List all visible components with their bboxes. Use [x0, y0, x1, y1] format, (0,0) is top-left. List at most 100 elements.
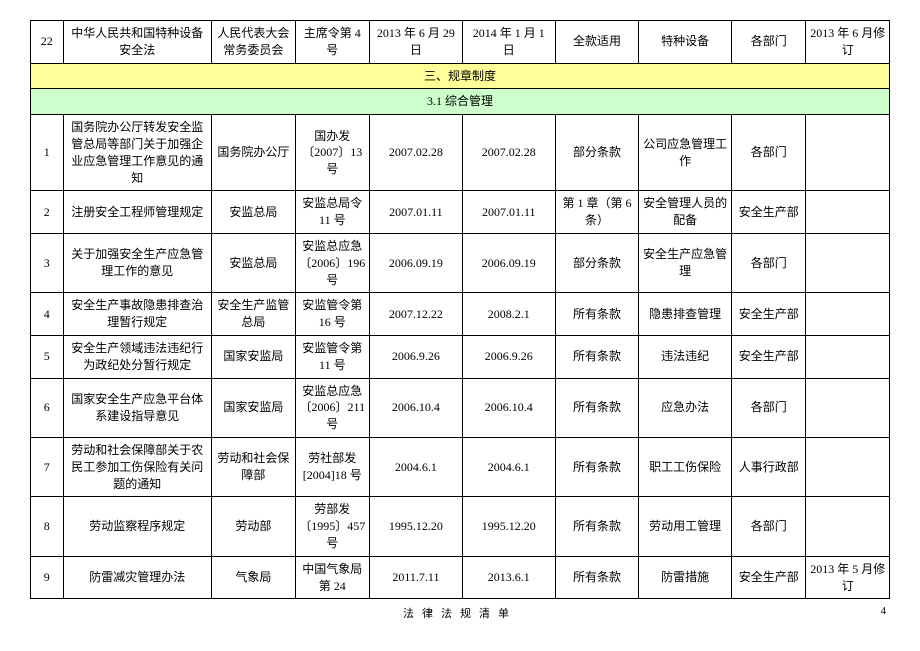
cell-docnum: 安监总局令 11 号: [295, 191, 369, 234]
cell-num: 7: [31, 437, 64, 496]
cell-date1: 1995.12.20: [369, 497, 462, 556]
cell-issuer: 国务院办公厅: [212, 115, 296, 191]
cell-docnum: 国办发〔2007〕13 号: [295, 115, 369, 191]
cell-dept: 安全生产部: [732, 191, 806, 234]
table-row: 2注册安全工程师管理规定安监总局安监总局令 11 号2007.01.112007…: [31, 191, 890, 234]
cell-note: [806, 233, 890, 292]
cell-docnum: 安监管令第 16 号: [295, 293, 369, 336]
cell-dept: 安全生产部: [732, 556, 806, 599]
cell-date1: 2006.10.4: [369, 378, 462, 437]
cell-date2: 2007.02.28: [462, 115, 555, 191]
table-row: 5安全生产领域违法违纪行为政纪处分暂行规定国家安监局安监管令第 11 号2006…: [31, 335, 890, 378]
cell-name: 安全生产领域违法违纪行为政纪处分暂行规定: [63, 335, 212, 378]
cell-num: 3: [31, 233, 64, 292]
cell-scope: 所有条款: [555, 335, 639, 378]
cell-scope: 所有条款: [555, 378, 639, 437]
subsection-header-row: 3.1 综合管理: [31, 89, 890, 115]
cell-dept: 各部门: [732, 233, 806, 292]
cell-category: 劳动用工管理: [639, 497, 732, 556]
page-number: 4: [856, 605, 886, 621]
table-row: 8劳动监察程序规定劳动部劳部发〔1995〕457 号1995.12.201995…: [31, 497, 890, 556]
section-header-row: 三、规章制度: [31, 63, 890, 89]
page-footer: 法律法规清单 4: [30, 605, 890, 621]
cell-num: 9: [31, 556, 64, 599]
section-title: 三、规章制度: [31, 63, 890, 89]
cell-docnum: 安监总应急〔2006〕211 号: [295, 378, 369, 437]
cell-num: 1: [31, 115, 64, 191]
cell-dept: 各部门: [732, 497, 806, 556]
cell-num: 8: [31, 497, 64, 556]
cell-name: 中华人民共和国特种设备安全法: [63, 21, 212, 64]
cell-dept: 安全生产部: [732, 335, 806, 378]
cell-docnum: 安监管令第 11 号: [295, 335, 369, 378]
cell-num: 2: [31, 191, 64, 234]
cell-category: 违法违纪: [639, 335, 732, 378]
cell-name: 劳动和社会保障部关于农民工参加工伤保险有关问题的通知: [63, 437, 212, 496]
table-row: 9防雷减灾管理办法气象局中国气象局第 242011.7.112013.6.1所有…: [31, 556, 890, 599]
table-row: 7劳动和社会保障部关于农民工参加工伤保险有关问题的通知劳动和社会保障部劳社部发[…: [31, 437, 890, 496]
cell-category: 职工工伤保险: [639, 437, 732, 496]
cell-dept: 各部门: [732, 115, 806, 191]
cell-name: 国家安全生产应急平台体系建设指导意见: [63, 378, 212, 437]
cell-issuer: 国家安监局: [212, 335, 296, 378]
cell-name: 关于加强安全生产应急管理工作的意见: [63, 233, 212, 292]
cell-category: 公司应急管理工作: [639, 115, 732, 191]
cell-category: 应急办法: [639, 378, 732, 437]
cell-note: [806, 437, 890, 496]
cell-scope: 第 1 章（第 6 条）: [555, 191, 639, 234]
cell-num: 22: [31, 21, 64, 64]
cell-date2: 2007.01.11: [462, 191, 555, 234]
cell-category: 特种设备: [639, 21, 732, 64]
cell-name: 国务院办公厅转发安全监管总局等部门关于加强企业应急管理工作意见的通知: [63, 115, 212, 191]
footer-title: 法律法规清单: [64, 605, 856, 621]
cell-date1: 2007.01.11: [369, 191, 462, 234]
cell-note: 2013 年 6 月修订: [806, 21, 890, 64]
table-row: 4安全生产事故隐患排查治理暂行规定安全生产监管总局安监管令第 16 号2007.…: [31, 293, 890, 336]
cell-date2: 2006.10.4: [462, 378, 555, 437]
cell-note: [806, 378, 890, 437]
table-row: 6国家安全生产应急平台体系建设指导意见国家安监局安监总应急〔2006〕211 号…: [31, 378, 890, 437]
cell-issuer: 安全生产监管总局: [212, 293, 296, 336]
cell-issuer: 人民代表大会常务委员会: [212, 21, 296, 64]
cell-scope: 所有条款: [555, 437, 639, 496]
cell-category: 安全生产应急管理: [639, 233, 732, 292]
cell-note: 2013 年 5 月修订: [806, 556, 890, 599]
cell-scope: 所有条款: [555, 556, 639, 599]
cell-name: 劳动监察程序规定: [63, 497, 212, 556]
cell-issuer: 安监总局: [212, 233, 296, 292]
cell-note: [806, 191, 890, 234]
cell-date1: 2007.12.22: [369, 293, 462, 336]
cell-date2: 1995.12.20: [462, 497, 555, 556]
cell-scope: 部分条款: [555, 115, 639, 191]
cell-docnum: 主席令第 4 号: [295, 21, 369, 64]
cell-note: [806, 497, 890, 556]
table-row: 3关于加强安全生产应急管理工作的意见安监总局安监总应急〔2006〕196 号20…: [31, 233, 890, 292]
cell-docnum: 劳部发〔1995〕457 号: [295, 497, 369, 556]
table-row: 1国务院办公厅转发安全监管总局等部门关于加强企业应急管理工作意见的通知国务院办公…: [31, 115, 890, 191]
cell-date1: 2004.6.1: [369, 437, 462, 496]
cell-date2: 2004.6.1: [462, 437, 555, 496]
cell-issuer: 劳动和社会保障部: [212, 437, 296, 496]
subsection-title: 3.1 综合管理: [31, 89, 890, 115]
cell-scope: 所有条款: [555, 293, 639, 336]
cell-issuer: 劳动部: [212, 497, 296, 556]
cell-issuer: 气象局: [212, 556, 296, 599]
cell-issuer: 国家安监局: [212, 378, 296, 437]
cell-name: 安全生产事故隐患排查治理暂行规定: [63, 293, 212, 336]
cell-dept: 各部门: [732, 21, 806, 64]
cell-category: 安全管理人员的配备: [639, 191, 732, 234]
table-row: 22 中华人民共和国特种设备安全法 人民代表大会常务委员会 主席令第 4 号 2…: [31, 21, 890, 64]
cell-date1: 2006.09.19: [369, 233, 462, 292]
cell-docnum: 中国气象局第 24: [295, 556, 369, 599]
cell-name: 防雷减灾管理办法: [63, 556, 212, 599]
cell-scope: 所有条款: [555, 497, 639, 556]
cell-dept: 人事行政部: [732, 437, 806, 496]
cell-docnum: 安监总应急〔2006〕196 号: [295, 233, 369, 292]
cell-num: 6: [31, 378, 64, 437]
cell-note: [806, 293, 890, 336]
cell-num: 4: [31, 293, 64, 336]
cell-date2: 2006.09.19: [462, 233, 555, 292]
cell-docnum: 劳社部发[2004]18 号: [295, 437, 369, 496]
cell-category: 隐患排查管理: [639, 293, 732, 336]
cell-date2: 2008.2.1: [462, 293, 555, 336]
